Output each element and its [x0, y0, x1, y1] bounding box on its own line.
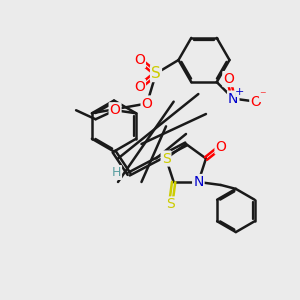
Text: O: O	[142, 97, 152, 110]
Text: +: +	[235, 87, 244, 97]
Text: N: N	[193, 175, 203, 189]
Text: S: S	[162, 152, 170, 166]
Text: O: O	[134, 53, 145, 67]
Text: O: O	[215, 140, 226, 154]
Text: O: O	[250, 94, 261, 109]
Text: N: N	[228, 92, 238, 106]
Text: O: O	[110, 103, 121, 117]
Text: O: O	[134, 80, 145, 94]
Text: ⁻: ⁻	[259, 89, 266, 102]
Text: O: O	[223, 72, 234, 86]
Text: S: S	[151, 66, 161, 81]
Text: H: H	[112, 166, 121, 179]
Text: S: S	[166, 197, 175, 212]
